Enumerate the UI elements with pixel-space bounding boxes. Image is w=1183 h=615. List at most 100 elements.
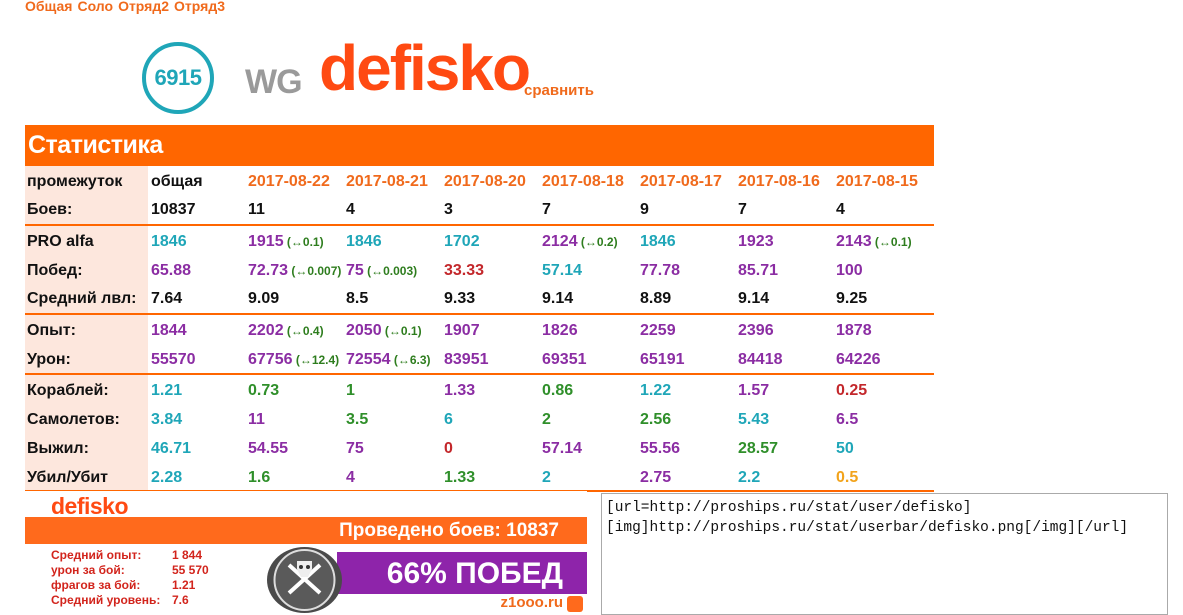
stat-value: 1 [346,382,355,399]
userbar-battles: Проведено боев: 10837 [339,520,559,541]
stat-cell: 9.33 [444,290,475,308]
stat-cell: 1.57 [738,382,769,400]
userbar-stat-row: урон за бой: 55 570 [51,563,209,578]
stat-cell: 67756 (↔12.4) [248,351,339,369]
stat-cell: 1.21 [151,382,182,400]
userbar-stat-value: 7.6 [172,593,189,607]
stat-cell: 85.71 [738,262,778,280]
stat-value: 85.71 [738,262,779,279]
stat-value: 69351 [542,351,587,368]
stat-value: 6 [444,411,453,428]
stat-cell: 57.14 [542,262,582,280]
stat-cell: 2124 (↔0.2) [542,233,618,251]
tab-squad2[interactable]: Отряд2 [118,0,170,14]
stat-cell: 55570 [151,351,196,369]
stat-cell: 1.33 [444,382,475,400]
stat-value: 2 [542,411,551,428]
stat-cell: 11 [248,411,265,429]
stat-delta: (↔0.007) [288,264,342,278]
stat-delta: (↔12.4) [292,353,340,367]
stat-cell: 57.14 [542,440,582,458]
stat-value: 7 [542,201,551,218]
stat-cell: 2050 (↔0.1) [346,322,422,340]
row-divider [25,373,934,375]
stat-cell: 9.14 [542,290,573,308]
stat-value: 7.64 [151,290,183,307]
stat-delta: (↔0.4) [283,324,324,338]
stat-value: 1.57 [738,382,770,399]
userbar-battles-strip: Проведено боев: 10837 [25,517,587,544]
stat-delta: (↔0.1) [381,324,422,338]
stat-value: 11 [248,201,265,218]
stat-value: 2.75 [640,469,672,486]
stat-value: 2396 [738,322,774,339]
stat-cell: 1846 [346,233,382,251]
stat-cell: 72.73 (↔0.007) [248,262,341,280]
clock-icon [567,596,583,612]
stat-value: 1702 [444,233,480,250]
stat-cell: 1826 [542,322,578,340]
stat-value: 10837 [151,201,196,218]
date-header: 2017-08-15 [836,173,918,190]
stat-cell: 9.14 [738,290,769,308]
stat-cell: 1878 [836,322,872,340]
row-label: Боев: [27,201,73,218]
stat-value: 72.73 [248,262,289,279]
stat-value: 2 [542,469,551,486]
stat-cell: 0.5 [836,469,858,487]
section-title: Статистика [28,131,163,159]
tab-squad3[interactable]: Отряд3 [174,0,225,14]
stat-cell: 33.33 [444,262,484,280]
date-header: 2017-08-22 [248,173,330,190]
userbar-site: z1ooo.ru [500,594,564,611]
row-label: Самолетов: [27,411,120,428]
userbar-stat-row: Средний уровень: 7.6 [51,593,209,608]
stat-cell: 0.86 [542,382,573,400]
bbcode-textarea[interactable]: [url=http://proships.ru/stat/user/defisk… [601,493,1168,615]
stat-value: 2202 [248,322,284,339]
pirate-emblem-icon [267,547,342,613]
stat-cell: 1844 [151,322,187,340]
userbar-stat-row: Средний опыт: 1 844 [51,548,209,563]
stat-value: 11 [248,411,265,428]
stat-cell: 75 (↔0.003) [346,262,417,280]
stat-value: 1907 [444,322,480,339]
stat-value: 7 [738,201,747,218]
stat-value: 1826 [542,322,578,339]
stat-cell: 2.2 [738,469,760,487]
stat-cell: 1846 [151,233,187,251]
stat-delta: (↔6.3) [390,353,431,367]
stat-value: 9 [640,201,649,218]
date-header: 2017-08-21 [346,173,428,190]
stat-value: 0.86 [542,382,574,399]
userbar-stat-value: 1.21 [172,578,196,592]
stat-cell: 9.09 [248,290,279,308]
stat-value: 0.25 [836,382,868,399]
stat-cell: 6.5 [836,411,858,429]
stat-value: 28.57 [738,440,779,457]
stat-value: 57.14 [542,440,583,457]
stat-value: 84418 [738,351,783,368]
stat-value: 1846 [151,233,187,250]
stat-cell: 1.33 [444,469,475,487]
compare-link[interactable]: сравнить [524,82,594,99]
stat-value: 2124 [542,233,578,250]
tab-overall[interactable]: Общая [25,0,73,14]
stat-cell: 9 [640,201,649,219]
stat-value: 9.14 [738,290,770,307]
stat-cell: 65191 [640,351,685,369]
stat-cell: 1907 [444,322,480,340]
stat-value: 1.22 [640,382,672,399]
stat-value: 1844 [151,322,187,339]
stat-cell: 1.22 [640,382,671,400]
stat-cell: 83951 [444,351,489,369]
row-label: Побед: [27,262,83,279]
stat-cell: 3.5 [346,411,368,429]
row-label: Опыт: [27,322,76,339]
stat-cell: 7 [542,201,551,219]
tab-solo[interactable]: Соло [77,0,114,14]
stat-cell: 4 [346,469,355,487]
stat-cell: 2.56 [640,411,671,429]
userbar-stat-label: Средний уровень: [51,593,161,607]
stat-cell: 9.25 [836,290,867,308]
